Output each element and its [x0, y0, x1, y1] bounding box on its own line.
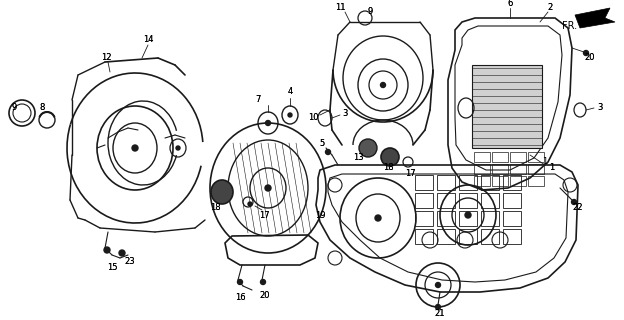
- Text: 8: 8: [39, 103, 45, 113]
- Circle shape: [465, 212, 471, 218]
- Text: 9: 9: [11, 102, 17, 111]
- Circle shape: [436, 283, 441, 287]
- Circle shape: [381, 83, 386, 87]
- Text: 14: 14: [143, 36, 154, 44]
- Text: 17: 17: [259, 212, 270, 220]
- Circle shape: [265, 185, 271, 191]
- Text: 20: 20: [260, 291, 270, 300]
- Text: 4: 4: [288, 87, 293, 97]
- Text: 13: 13: [353, 154, 363, 163]
- Circle shape: [572, 199, 577, 204]
- Circle shape: [104, 247, 110, 253]
- Text: 7: 7: [255, 95, 261, 105]
- Text: 18: 18: [210, 203, 220, 212]
- Text: 15: 15: [107, 263, 117, 273]
- Circle shape: [119, 250, 125, 256]
- Text: 12: 12: [100, 52, 111, 61]
- Circle shape: [248, 202, 252, 206]
- Text: 1: 1: [542, 157, 548, 166]
- Text: 14: 14: [143, 36, 154, 44]
- Circle shape: [375, 215, 381, 221]
- Text: 8: 8: [39, 103, 45, 113]
- Text: 16: 16: [235, 293, 245, 302]
- Text: 6: 6: [507, 0, 513, 9]
- Circle shape: [132, 145, 138, 151]
- Text: 9: 9: [11, 102, 17, 111]
- Text: 22: 22: [573, 204, 583, 212]
- Polygon shape: [575, 8, 615, 28]
- Text: 9: 9: [368, 7, 373, 17]
- Text: 20: 20: [260, 291, 270, 300]
- Text: 1: 1: [549, 164, 555, 172]
- Text: 2: 2: [547, 4, 553, 12]
- Ellipse shape: [211, 180, 233, 204]
- Text: 15: 15: [107, 263, 117, 273]
- Circle shape: [260, 279, 265, 284]
- Text: 10: 10: [308, 114, 318, 123]
- Text: 2: 2: [547, 4, 553, 12]
- Text: 5: 5: [319, 140, 324, 148]
- Text: 3: 3: [343, 108, 348, 117]
- Text: 19: 19: [314, 211, 325, 220]
- Text: 6: 6: [507, 0, 513, 9]
- Text: 22: 22: [573, 204, 583, 212]
- Text: FR.: FR.: [562, 21, 577, 31]
- Text: 3: 3: [597, 103, 603, 113]
- Text: 5: 5: [319, 140, 324, 148]
- Circle shape: [326, 149, 331, 155]
- Text: 12: 12: [100, 52, 111, 61]
- Text: 18: 18: [383, 164, 393, 172]
- Circle shape: [265, 121, 270, 125]
- Circle shape: [176, 146, 180, 150]
- Circle shape: [436, 305, 441, 309]
- Text: 23: 23: [125, 258, 135, 267]
- Text: 3: 3: [597, 103, 603, 113]
- Text: 4: 4: [288, 87, 293, 97]
- Text: 20: 20: [585, 53, 595, 62]
- Text: 20: 20: [585, 53, 595, 62]
- Circle shape: [288, 113, 292, 117]
- Text: 18: 18: [210, 203, 220, 212]
- Text: 11: 11: [334, 4, 345, 12]
- Text: 17: 17: [259, 212, 270, 220]
- Polygon shape: [472, 65, 542, 148]
- Ellipse shape: [381, 148, 399, 166]
- Text: 13: 13: [353, 154, 363, 163]
- Text: 18: 18: [383, 164, 393, 172]
- Ellipse shape: [359, 139, 377, 157]
- Text: 23: 23: [125, 258, 135, 267]
- Circle shape: [583, 51, 588, 55]
- Text: 21: 21: [435, 308, 446, 317]
- Text: 1: 1: [549, 164, 555, 172]
- Text: 11: 11: [334, 4, 345, 12]
- Text: 16: 16: [235, 293, 245, 302]
- Text: 17: 17: [405, 169, 416, 178]
- Circle shape: [238, 279, 243, 284]
- Text: 21: 21: [435, 308, 446, 317]
- Text: 10: 10: [308, 114, 318, 123]
- Text: 3: 3: [343, 108, 348, 117]
- Text: 9: 9: [368, 7, 373, 17]
- Text: 17: 17: [405, 169, 416, 178]
- Text: 7: 7: [255, 95, 261, 105]
- Text: 19: 19: [314, 211, 325, 220]
